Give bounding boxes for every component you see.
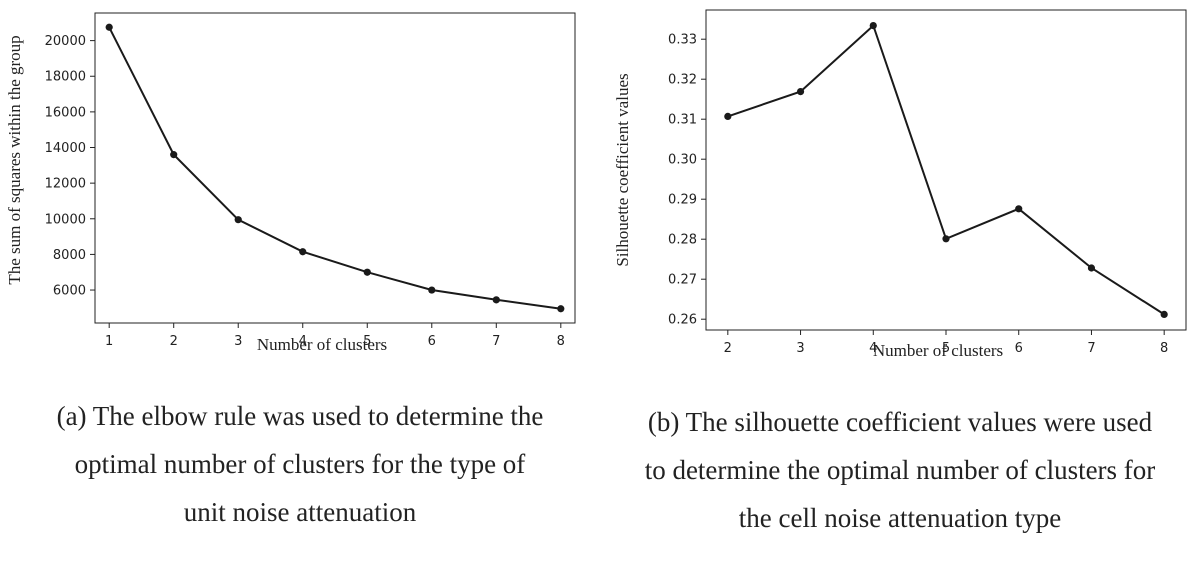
caption-b-line: to determine the optimal number of clust… (644, 455, 1156, 485)
y-tick-label: 0.27 (668, 273, 697, 288)
data-point (869, 22, 877, 30)
caption-a-line: (a) The elbow rule was used to determine… (56, 401, 544, 431)
y-tick-label: 14000 (45, 141, 86, 156)
y-tick-label: 10000 (45, 212, 86, 227)
data-point (1087, 264, 1096, 272)
data-point (492, 296, 500, 304)
y-tick-label: 0.32 (668, 73, 697, 88)
y-tick-label: 0.31 (668, 113, 697, 128)
caption-b-line: (b) The silhouette coefficient values we… (647, 407, 1153, 437)
data-point (796, 88, 805, 96)
data-point (299, 248, 307, 256)
y-tick-label: 0.29 (668, 193, 697, 208)
data-point (428, 286, 436, 294)
caption-a-line: unit noise attenuation (183, 497, 417, 527)
data-point (1015, 205, 1023, 213)
x-tick-label: 5 (363, 334, 371, 349)
caption-a: (a) The elbow rule was used to determine… (0, 392, 600, 536)
x-axis-title: Number of clusters (257, 335, 387, 354)
x-tick-label: 4 (299, 334, 307, 349)
data-point (170, 151, 178, 159)
x-tick-label: 4 (869, 341, 877, 356)
y-tick-label: 0.33 (668, 33, 697, 48)
y-tick-label: 0.28 (668, 233, 697, 248)
data-point (942, 235, 950, 243)
series-line (108, 26, 561, 310)
x-tick-label: 2 (724, 341, 732, 356)
chart-silhouette: 2 3 4 5 6 7 8 0.26 0.27 0.28 0.29 0.30 0.31 0.32 0.33 N… (613, 9, 1187, 360)
y-tick-label: 0.26 (668, 313, 697, 328)
y-tick-label: 12000 (45, 177, 86, 192)
series-line (727, 23, 1165, 316)
data-point (363, 268, 371, 276)
x-tick-label: 7 (492, 334, 500, 349)
y-axis-title: Silhouette coefficient values (613, 73, 632, 266)
data-point (557, 305, 565, 313)
chart-elbow: 1 2 3 4 5 6 7 8 6000 8000 10000 12000 14000 16000 1800… (5, 12, 576, 354)
data-point (105, 23, 113, 31)
caption-b-line: the cell noise attenuation type (738, 503, 1062, 533)
x-tick-label: 3 (796, 341, 804, 356)
caption-b: (b) The silhouette coefficient values we… (600, 398, 1200, 542)
x-tick-label: 5 (942, 341, 950, 356)
x-tick-label: 6 (1015, 341, 1023, 356)
x-tick-label: 3 (234, 334, 242, 349)
x-tick-label: 7 (1087, 341, 1095, 356)
y-axis-title: The sum of squares within the group (5, 35, 24, 284)
data-point (724, 112, 732, 120)
x-tick-label: 1 (105, 334, 113, 349)
y-tick-label: 18000 (45, 70, 86, 85)
x-tick-label: 8 (1160, 341, 1168, 356)
x-tick-label: 6 (428, 334, 436, 349)
y-tick-label: 16000 (45, 105, 86, 120)
data-point (234, 216, 242, 224)
plot-frame (94, 12, 576, 324)
x-tick-label: 2 (170, 334, 178, 349)
caption-a-line: optimal number of clusters for the type … (74, 449, 526, 479)
y-tick-label: 20000 (45, 34, 86, 49)
x-tick-label: 8 (557, 334, 565, 349)
y-tick-label: 8000 (53, 248, 86, 263)
y-tick-label: 6000 (53, 284, 86, 299)
y-tick-label: 0.30 (668, 153, 697, 168)
x-axis-title: Number of clusters (873, 341, 1003, 360)
data-point (1160, 310, 1168, 318)
